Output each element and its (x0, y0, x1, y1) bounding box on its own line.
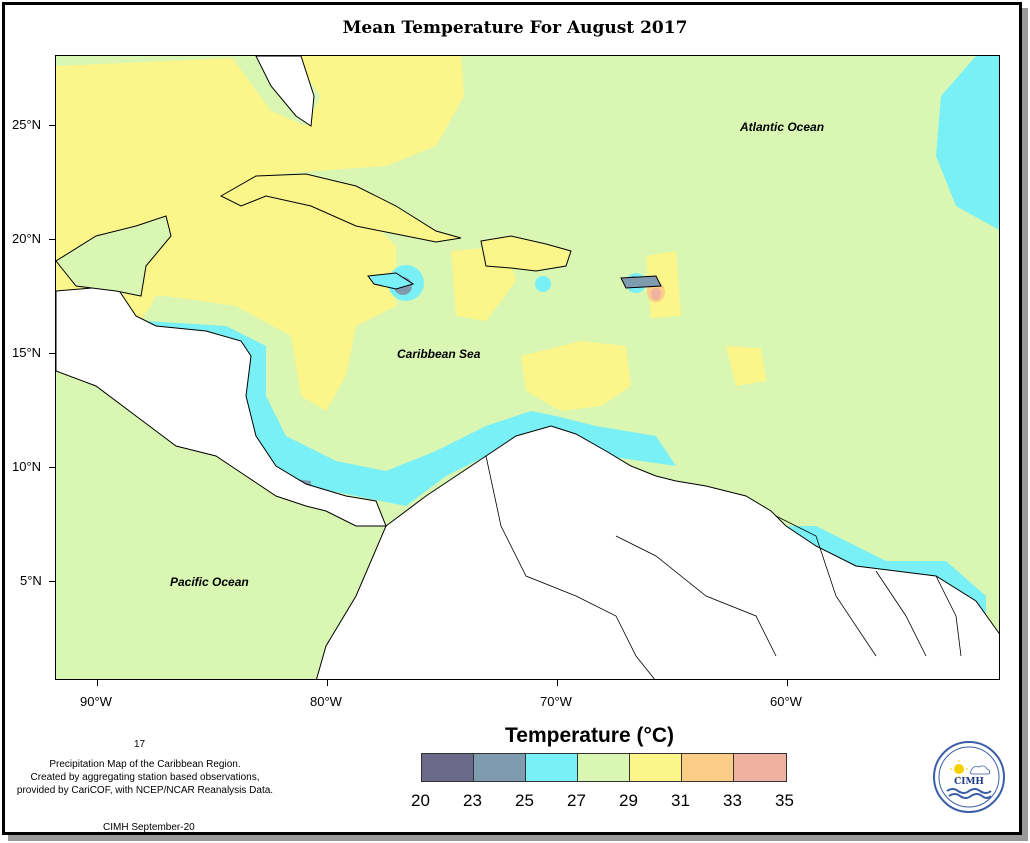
y-tick-label: 25°N (12, 117, 42, 132)
legend-swatch (578, 754, 630, 781)
label-atlantic-ocean: Atlantic Ocean (740, 120, 825, 134)
y-tickmark (49, 353, 55, 354)
hot-spot-pr-core (651, 288, 661, 300)
x-tick-label: 80°W (310, 694, 342, 709)
y-tickmark (49, 239, 55, 240)
y-tick-label: 10°N (12, 459, 42, 474)
map-title: Mean Temperature For August 2017 (342, 18, 688, 38)
cool-zone-atlantic (936, 56, 999, 230)
y-tickmark (49, 125, 55, 126)
legend-swatch (630, 754, 682, 781)
legend-label: 20 (411, 791, 430, 810)
x-tickmark (327, 680, 328, 686)
frame-shadow-bottom (8, 835, 1028, 841)
legend-swatch (474, 754, 526, 781)
y-tick-label: 15°N (12, 345, 42, 360)
cimh-logo: CIMH (933, 741, 1005, 813)
legend-label: 25 (515, 791, 534, 810)
y-tick-label: 5°N (20, 573, 42, 588)
borders-south-america (485, 455, 962, 679)
y-tick-label: 20°N (12, 231, 42, 246)
label-caribbean-sea: Caribbean Sea (397, 347, 481, 361)
legend-swatch (422, 754, 474, 781)
x-tickmark (787, 680, 788, 686)
land-jamaica (367, 272, 415, 290)
x-tick-label: 90°W (80, 694, 112, 709)
land-yucatan (56, 215, 172, 297)
legend-label: 31 (671, 791, 690, 810)
cool-zone-central-america (146, 321, 676, 506)
note-line: Precipitation Map of the Caribbean Regio… (49, 759, 241, 770)
land-cuba (219, 173, 462, 243)
x-tick-label: 60°W (770, 694, 802, 709)
y-tickmark (49, 581, 55, 582)
legend-label: 35 (775, 791, 794, 810)
legend-label: 27 (567, 791, 586, 810)
warm-zone-east (726, 346, 766, 386)
legend-label: 29 (619, 791, 638, 810)
logo-text: CIMH (954, 777, 984, 787)
warm-zone-central (116, 186, 396, 411)
legend-label: 33 (723, 791, 742, 810)
label-pacific-ocean: Pacific Ocean (170, 575, 249, 589)
warm-zone-south (521, 341, 631, 411)
land-central-america (56, 285, 387, 527)
land-south-america (316, 425, 999, 679)
legend-swatch (682, 754, 734, 781)
note-line: provided by CariCOF, with NCEP/NCAR Rean… (16, 785, 274, 796)
note-description: Precipitation Map of the Caribbean Regio… (0, 758, 290, 797)
y-tickmark (49, 467, 55, 468)
legend-swatch (734, 754, 786, 781)
note-line: Created by aggregating station based obs… (30, 772, 260, 783)
x-tickmark (557, 680, 558, 686)
land-puerto-rico (620, 275, 662, 289)
legend-swatch (526, 754, 578, 781)
temperature-map (56, 56, 999, 679)
legend-label: 23 (463, 791, 482, 810)
land-florida (255, 56, 315, 127)
note-number: 17 (134, 739, 146, 750)
x-tick-label: 70°W (540, 694, 572, 709)
frame-shadow-right (1022, 8, 1028, 840)
legend-colorbar (421, 753, 787, 782)
map-area (55, 55, 1000, 680)
note-credit: CIMH September-20 (103, 822, 195, 833)
logo-emblem-icon (938, 746, 1000, 808)
land-hispaniola (480, 235, 572, 272)
legend-title: Temperature (°C) (505, 724, 675, 747)
cool-spot-hispaniola (535, 276, 551, 292)
x-tickmark (97, 680, 98, 686)
